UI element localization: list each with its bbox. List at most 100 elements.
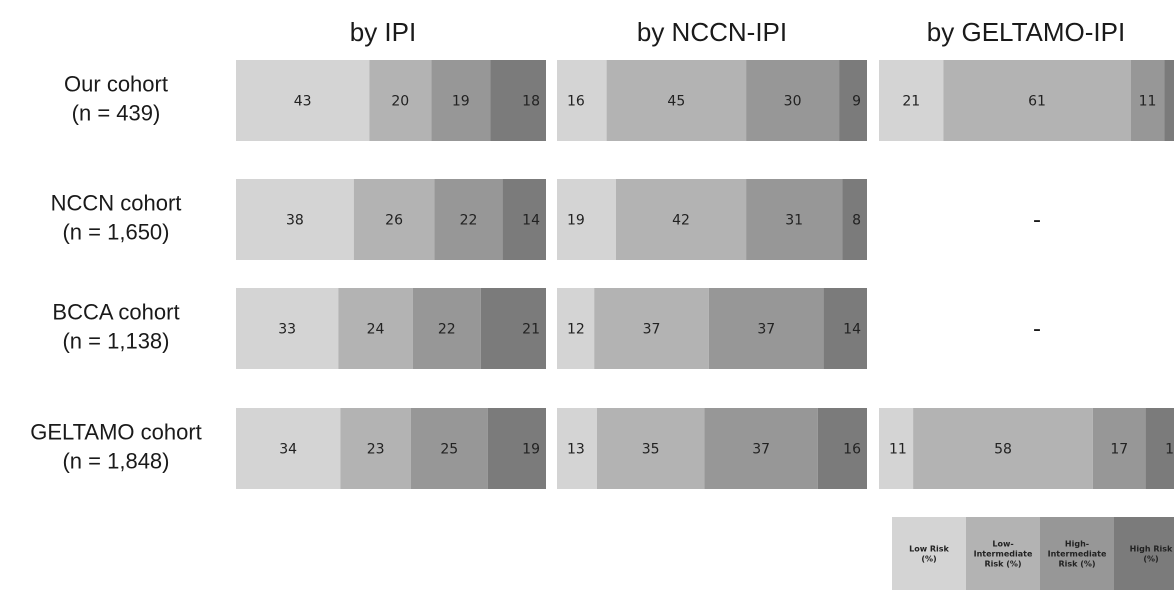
segment-value-label: 22 [460,213,478,229]
bar-segment [353,179,435,260]
segment-value-label: 14 [1165,442,1174,458]
bar-segment [879,60,944,141]
segment-value-label: 16 [843,442,861,458]
bar-segment [839,60,867,141]
segment-value-label: 19 [522,442,540,458]
segment-value-label: 25 [440,442,458,458]
row-label-name: BCCA cohort [52,300,179,325]
bar-segment [615,179,747,260]
segment-value-label: 42 [672,213,690,229]
row-label-n: (n = 1,650) [62,220,169,245]
bar-segment [557,408,597,489]
segment-value-label: 34 [279,442,297,458]
bar-segment [1164,60,1174,141]
bar-segment [704,408,818,489]
row-label-n: (n = 1,138) [62,329,169,354]
bar-segment [236,408,341,489]
segment-value-label: 11 [889,442,907,458]
bar-segment [1145,408,1174,489]
legend-label: High Risk [1130,545,1173,554]
row-label-name: GELTAMO cohort [30,420,202,445]
segment-value-label: 16 [567,94,585,110]
segment-value-label: 45 [667,94,685,110]
legend-label: (%) [921,555,936,564]
segment-value-label: 13 [567,442,585,458]
missing-value-dash: - [1033,316,1041,343]
bar-segment [943,60,1131,141]
segment-value-label: 37 [643,322,661,338]
legend-swatch [1114,517,1174,590]
segment-value-label: 14 [843,322,861,338]
legend-swatch [966,517,1040,590]
bar-segment [340,408,411,489]
bar-segment [594,288,709,369]
bar-segment [236,60,370,141]
bar-segment [879,408,914,489]
missing-value-dash: - [1033,207,1041,234]
legend-label: Low- [992,540,1013,549]
bar-segment [369,60,432,141]
row-label-n: (n = 1,848) [62,449,169,474]
segment-value-label: 24 [367,322,385,338]
segment-value-label: 38 [286,213,304,229]
bar-segment [487,408,546,489]
bar-segment [557,288,595,369]
bar-segment [913,408,1093,489]
row-label-name: NCCN cohort [51,191,182,216]
bar-segment [746,179,843,260]
segment-value-label: 11 [1139,94,1157,110]
legend-label: (%) [1143,555,1158,564]
segment-value-label: 43 [294,94,312,110]
segment-value-label: 23 [367,442,385,458]
segment-value-label: 31 [785,213,803,229]
segment-value-label: 12 [567,322,585,338]
segment-value-label: 19 [567,213,585,229]
column-title-2: by NCCN-IPI [637,17,787,47]
bar-segment [842,179,867,260]
row-label-name: Our cohort [64,72,168,97]
segment-value-label: 37 [752,442,770,458]
bar-segment [410,408,488,489]
legend-label: High- [1065,540,1089,549]
bar-segment [823,288,867,369]
bar-segment [338,288,413,369]
bar-segment [502,179,546,260]
segment-value-label: 35 [642,442,660,458]
legend-label: Intermediate [1048,550,1107,559]
bar-segment [557,60,607,141]
legend-swatch [1040,517,1114,590]
segment-value-label: 26 [385,213,403,229]
column-title-1: by IPI [350,17,416,47]
legend-label: Intermediate [974,550,1033,559]
segment-value-label: 21 [902,94,920,110]
segment-value-label: 20 [391,94,409,110]
row-label-n: (n = 439) [72,101,161,126]
segment-value-label: 19 [452,94,470,110]
segment-value-label: 33 [278,322,296,338]
segment-value-label: 21 [522,322,540,338]
bar-segment [746,60,840,141]
bar-segment [557,179,616,260]
bar-segment [434,179,503,260]
segment-value-label: 22 [438,322,456,338]
bar-segment [1092,408,1146,489]
legend-label: Low Risk [909,545,949,554]
legend-label: Risk (%) [984,560,1021,569]
bar-segment [1130,60,1165,141]
bar-segment [236,179,354,260]
segment-value-label: 58 [994,442,1012,458]
column-title-3: by GELTAMO-IPI [927,17,1125,47]
legend-swatch [892,517,966,590]
segment-value-label: 8 [852,213,861,229]
segment-value-label: 14 [522,213,540,229]
legend-label: Risk (%) [1058,560,1095,569]
bar-segment [817,408,867,489]
segment-value-label: 61 [1028,94,1046,110]
bar-segment [490,60,546,141]
bar-segment [412,288,481,369]
bar-segment [236,288,339,369]
segment-value-label: 18 [522,94,540,110]
segment-value-label: 17 [1110,442,1128,458]
bar-segment [480,288,546,369]
